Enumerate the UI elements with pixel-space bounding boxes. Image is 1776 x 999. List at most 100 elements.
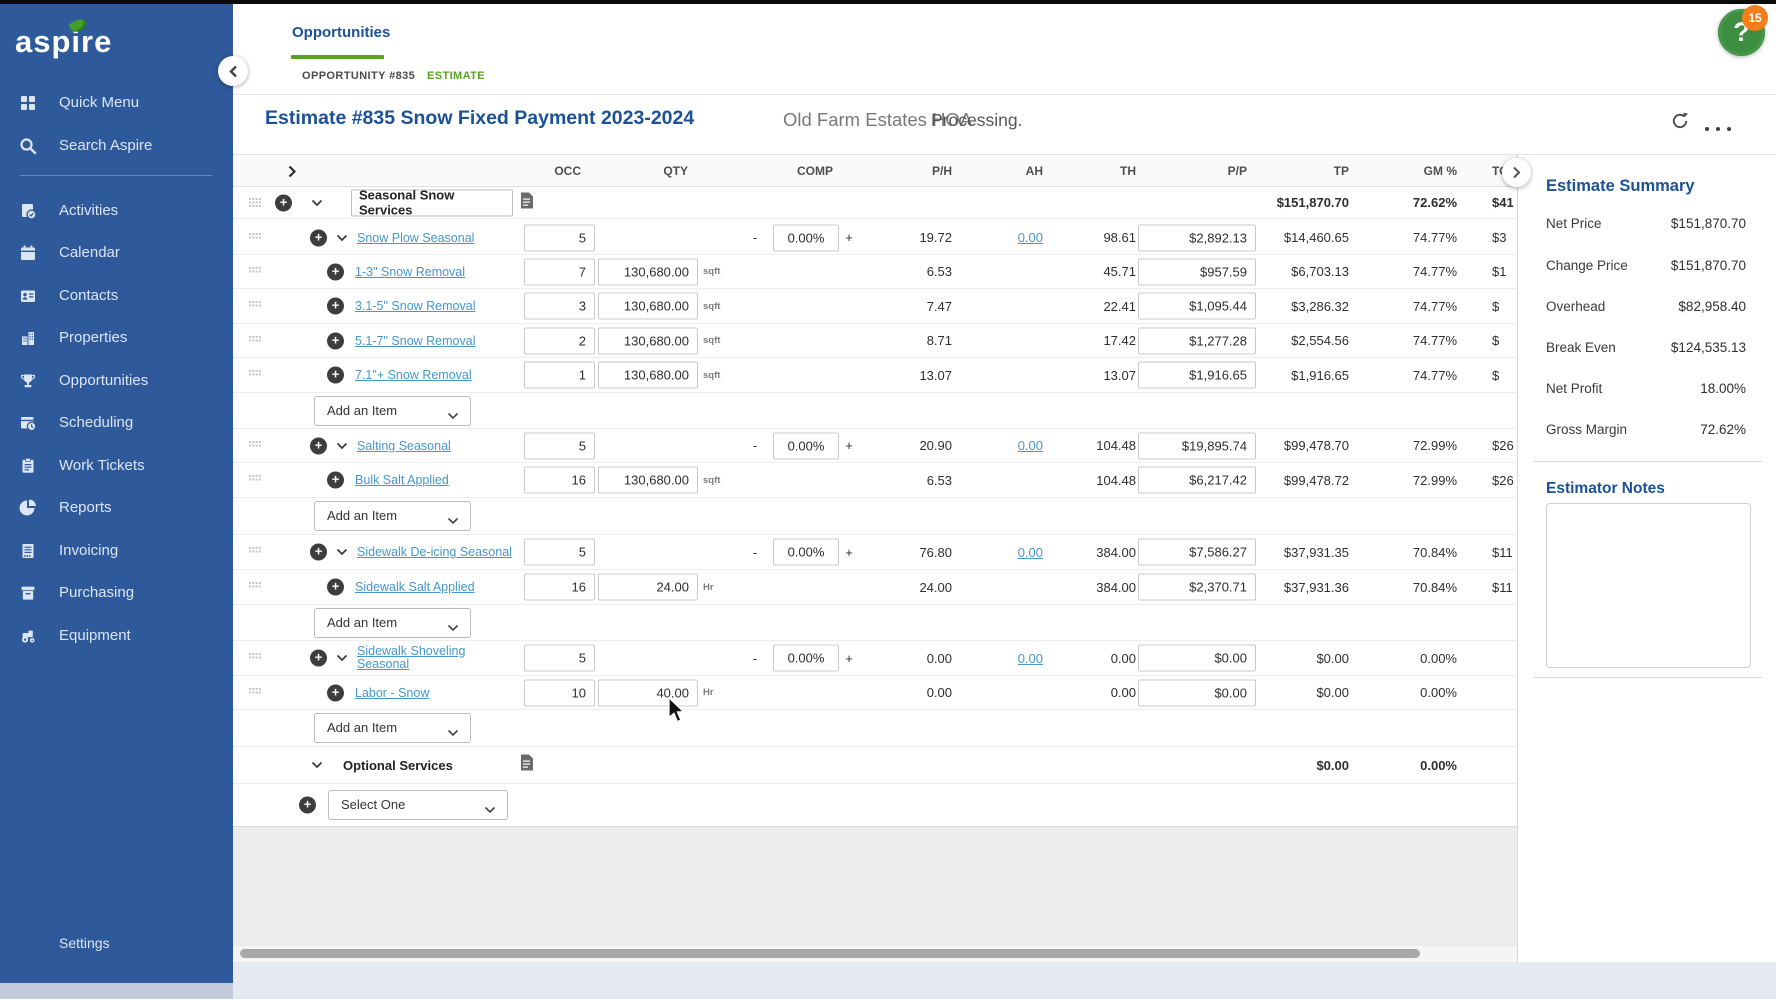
add-icon[interactable] bbox=[299, 796, 316, 814]
comp-input[interactable]: 0.00% bbox=[773, 538, 839, 566]
occ-input[interactable]: 16 bbox=[524, 573, 595, 601]
sidebar-collapse-button[interactable] bbox=[218, 56, 248, 86]
add-item-dropdown[interactable]: Add an Item bbox=[314, 501, 471, 531]
drag-handle-icon[interactable] bbox=[249, 578, 261, 596]
occ-input[interactable]: 5 bbox=[524, 224, 595, 251]
estimator-notes-input[interactable] bbox=[1546, 503, 1751, 668]
add-icon[interactable] bbox=[275, 194, 292, 211]
comp-input[interactable]: 0.00% bbox=[773, 432, 839, 459]
drag-handle-icon[interactable] bbox=[249, 649, 261, 667]
occ-input[interactable]: 10 bbox=[524, 679, 595, 706]
more-options-icon[interactable] bbox=[1705, 125, 1739, 133]
service-link[interactable]: Sidewalk De-icing Seasonal bbox=[357, 545, 512, 559]
sidebar-item-search-aspire[interactable]: Search Aspire bbox=[0, 129, 233, 163]
ah-link[interactable]: 0.00 bbox=[1017, 544, 1043, 560]
pp-input[interactable]: $1,277.28 bbox=[1138, 327, 1256, 354]
sidebar-item-calendar[interactable]: Calendar bbox=[0, 236, 233, 270]
chevron-down-icon[interactable] bbox=[336, 437, 348, 455]
chevron-down-icon[interactable] bbox=[336, 649, 348, 667]
occ-input[interactable]: 5 bbox=[524, 432, 595, 459]
tab-estimate[interactable]: ESTIMATE bbox=[427, 70, 485, 82]
ah-link[interactable]: 0.00 bbox=[1017, 650, 1043, 666]
breadcrumb[interactable]: Opportunities bbox=[292, 24, 391, 41]
item-link[interactable]: 1-3" Snow Removal bbox=[355, 264, 466, 279]
add-icon[interactable] bbox=[327, 366, 344, 384]
sidebar-item-scheduling[interactable]: Scheduling bbox=[0, 406, 233, 440]
service-link[interactable]: Salting Seasonal bbox=[357, 438, 451, 453]
qty-input[interactable]: 24.00 bbox=[598, 573, 698, 601]
pp-input[interactable]: $0.00 bbox=[1138, 679, 1256, 706]
service-link[interactable]: Sidewalk Shoveling Seasonal bbox=[357, 644, 466, 671]
item-link[interactable]: 3.1-5" Snow Removal bbox=[355, 299, 476, 313]
drag-handle-icon[interactable] bbox=[249, 263, 261, 281]
group-name-input[interactable]: Seasonal Snow Services bbox=[351, 188, 513, 218]
pp-input[interactable]: $957.59 bbox=[1138, 258, 1256, 285]
qty-input[interactable]: 130,680.00 bbox=[598, 292, 698, 320]
drag-handle-icon[interactable] bbox=[249, 194, 261, 212]
scrollbar-thumb[interactable] bbox=[240, 949, 1420, 958]
comp-increment-button[interactable]: + bbox=[845, 438, 853, 453]
chevron-down-icon[interactable] bbox=[311, 756, 323, 774]
document-icon[interactable] bbox=[520, 754, 533, 776]
comp-decrement-button[interactable]: - bbox=[752, 438, 758, 453]
comp-increment-button[interactable]: + bbox=[845, 650, 853, 666]
comp-decrement-button[interactable]: - bbox=[752, 230, 758, 245]
add-item-dropdown[interactable]: Add an Item bbox=[314, 395, 471, 426]
occ-input[interactable]: 1 bbox=[524, 361, 595, 389]
sidebar-item-purchasing[interactable]: Purchasing bbox=[0, 576, 233, 610]
sidebar-item-quick-menu[interactable]: Quick Menu bbox=[0, 86, 233, 120]
occ-input[interactable]: 3 bbox=[524, 292, 595, 320]
add-icon[interactable] bbox=[310, 649, 327, 667]
item-link[interactable]: 7.1"+ Snow Removal bbox=[355, 368, 472, 382]
add-icon[interactable] bbox=[327, 578, 344, 596]
drag-handle-icon[interactable] bbox=[249, 684, 261, 702]
qty-input[interactable]: 130,680.00 bbox=[598, 258, 698, 285]
occ-input[interactable]: 2 bbox=[524, 327, 595, 354]
qty-input[interactable]: 40.00 bbox=[598, 679, 698, 706]
chevron-down-icon[interactable] bbox=[336, 229, 348, 247]
item-link[interactable]: Labor - Snow bbox=[355, 685, 430, 700]
service-link[interactable]: Snow Plow Seasonal bbox=[357, 230, 475, 245]
pp-input[interactable]: $19,895.74 bbox=[1138, 432, 1256, 459]
sidebar-item-work-tickets[interactable]: Work Tickets bbox=[0, 449, 233, 483]
comp-input[interactable]: 0.00% bbox=[773, 644, 839, 672]
occ-input[interactable]: 5 bbox=[524, 538, 595, 566]
qty-input[interactable]: 130,680.00 bbox=[598, 327, 698, 354]
scroll-right-button[interactable] bbox=[1502, 158, 1531, 187]
item-link[interactable]: Sidewalk Salt Applied bbox=[355, 580, 475, 594]
drag-handle-icon[interactable] bbox=[249, 471, 261, 489]
comp-increment-button[interactable]: + bbox=[845, 544, 853, 560]
occ-input[interactable]: 7 bbox=[524, 258, 595, 285]
chevron-down-icon[interactable] bbox=[336, 543, 348, 561]
item-link[interactable]: Bulk Salt Applied bbox=[355, 473, 449, 487]
sidebar-item-contacts[interactable]: Contacts bbox=[0, 279, 233, 313]
item-link[interactable]: 5.1-7" Snow Removal bbox=[355, 333, 476, 348]
add-icon[interactable] bbox=[310, 543, 327, 561]
add-icon[interactable] bbox=[327, 471, 344, 489]
qty-input[interactable]: 130,680.00 bbox=[598, 466, 698, 494]
drag-handle-icon[interactable] bbox=[249, 332, 261, 350]
add-item-dropdown[interactable]: Add an Item bbox=[314, 713, 471, 743]
pp-input[interactable]: $2,370.71 bbox=[1138, 573, 1256, 601]
pp-input[interactable]: $1,095.44 bbox=[1138, 292, 1256, 320]
horizontal-scrollbar[interactable] bbox=[233, 946, 1517, 962]
document-icon[interactable] bbox=[520, 192, 533, 213]
notification-badge[interactable]: 15 bbox=[1742, 5, 1768, 31]
tab-opportunity[interactable]: OPPORTUNITY #835 bbox=[302, 70, 416, 82]
sidebar-item-activities[interactable]: Activities bbox=[0, 194, 233, 228]
drag-handle-icon[interactable] bbox=[249, 543, 261, 561]
pp-input[interactable]: $2,892.13 bbox=[1138, 224, 1256, 251]
comp-increment-button[interactable]: + bbox=[845, 230, 853, 245]
add-icon[interactable] bbox=[327, 684, 344, 701]
sidebar-item-opportunities[interactable]: Opportunities bbox=[0, 364, 233, 398]
drag-handle-icon[interactable] bbox=[249, 366, 261, 384]
add-icon[interactable] bbox=[327, 297, 344, 315]
drag-handle-icon[interactable] bbox=[249, 437, 261, 455]
add-icon[interactable] bbox=[327, 263, 344, 280]
sidebar-item-equipment[interactable]: Equipment bbox=[0, 619, 233, 653]
sidebar-item-properties[interactable]: Properties bbox=[0, 321, 233, 355]
select-one-dropdown[interactable]: Select One bbox=[328, 790, 508, 820]
pp-input[interactable]: $0.00 bbox=[1138, 644, 1256, 672]
add-icon[interactable] bbox=[310, 229, 327, 246]
comp-input[interactable]: 0.00% bbox=[773, 224, 839, 251]
